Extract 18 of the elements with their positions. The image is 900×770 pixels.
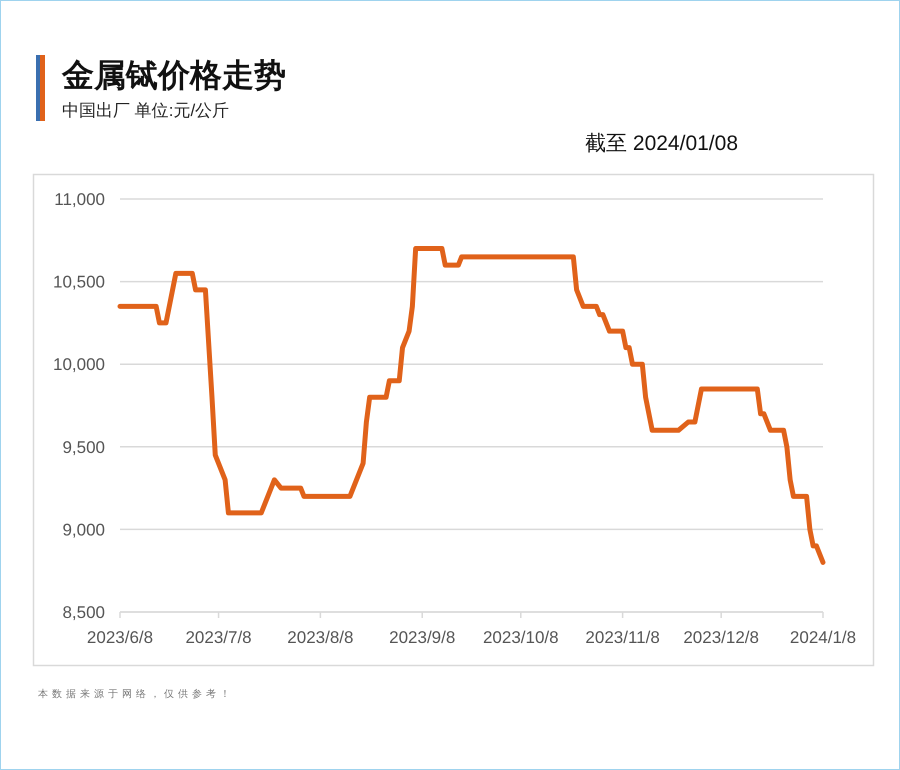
y-tick-label: 8,500 (62, 603, 105, 622)
x-tick-label: 2023/6/8 (86, 628, 154, 647)
y-tick-label: 10,500 (53, 272, 105, 292)
y-tick-label: 11,000 (54, 190, 105, 209)
x-tick-label: 2023/7/8 (185, 628, 252, 647)
x-tick-label: 2023/8/8 (287, 628, 354, 647)
y-tick-label: 9,500 (62, 438, 105, 457)
chart-title: 金属铽价格走势 (61, 57, 286, 93)
x-tick-label: 2023/11/8 (585, 628, 660, 647)
text: 本数据来源于网络，仅供参考！ (38, 688, 234, 700)
x-tick-label: 2023/9/8 (389, 628, 456, 647)
x-tick-label: 2024/1/8 (790, 628, 856, 647)
x-tick-label: 2023/10/8 (482, 628, 559, 647)
chart-subtitle: 中国出厂 单位:元/公斤 (62, 101, 230, 120)
text: 截至 2024/01/08 (585, 132, 738, 155)
x-tick-label: 2023/12/8 (683, 628, 759, 647)
y-tick-label: 10,000 (53, 355, 105, 374)
y-tick-label: 9,000 (62, 520, 105, 540)
